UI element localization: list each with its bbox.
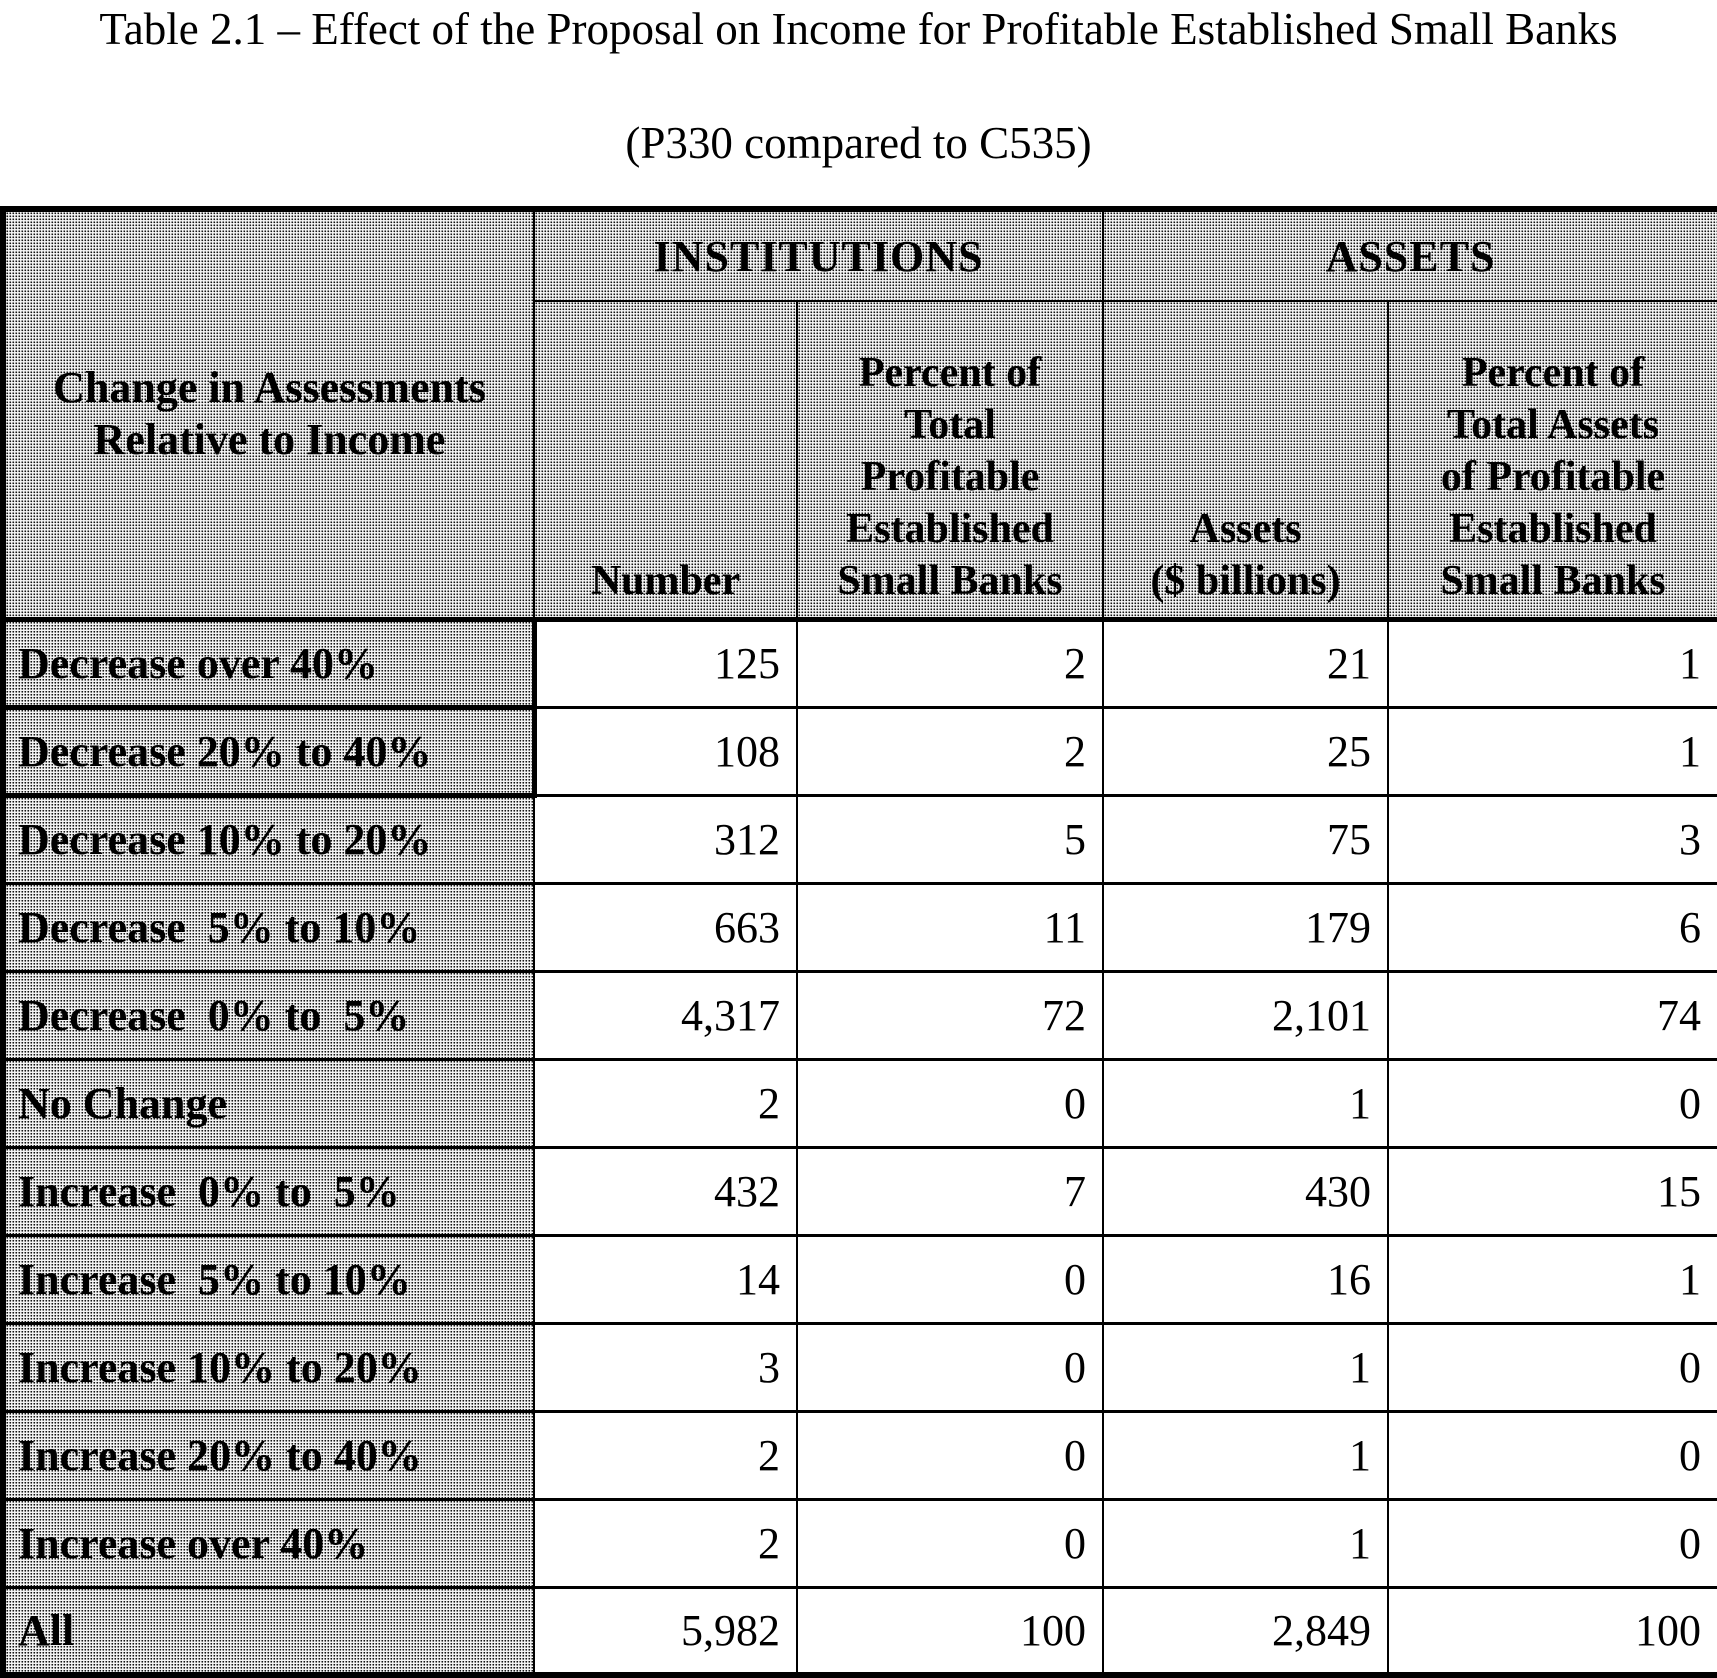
cell-percent-institutions: 0 bbox=[796, 1497, 1104, 1589]
page-title: Table 2.1 – Effect of the Proposal on In… bbox=[99, 4, 1618, 54]
cell-number: 3 bbox=[533, 1321, 798, 1413]
cell-assets: 1 bbox=[1102, 1057, 1389, 1149]
cell-assets: 25 bbox=[1102, 705, 1389, 797]
page-subtitle: (P330 compared to C535) bbox=[625, 118, 1092, 168]
cell-percent-institutions: 0 bbox=[796, 1057, 1104, 1149]
row-label: Decrease 0% to 5% bbox=[2, 969, 535, 1061]
cell-number: 663 bbox=[533, 881, 798, 973]
table-row: Decrease 5% to 10% 663 11 179 6 bbox=[2, 881, 1717, 973]
assessment-effects-table: Change in Assessments Relative to Income… bbox=[0, 206, 1717, 1678]
row-label: All bbox=[2, 1585, 535, 1677]
cell-percent-institutions: 72 bbox=[796, 969, 1104, 1061]
table-row: No Change 2 0 1 0 bbox=[2, 1057, 1717, 1149]
group-header-institutions: INSTITUTIONS bbox=[533, 208, 1104, 302]
cell-assets: 179 bbox=[1102, 881, 1389, 973]
cell-number: 125 bbox=[533, 617, 798, 709]
table-row: Decrease 0% to 5% 4,317 72 2,101 74 bbox=[2, 969, 1717, 1061]
column-header-assets-billions: Assets ($ billions) bbox=[1102, 300, 1389, 622]
cell-number: 5,982 bbox=[533, 1585, 798, 1677]
cell-percent-assets: 1 bbox=[1386, 617, 1717, 709]
cell-number: 4,317 bbox=[533, 969, 798, 1061]
cell-percent-assets: 1 bbox=[1386, 705, 1717, 797]
cell-percent-institutions: 100 bbox=[796, 1585, 1104, 1677]
column-header-number: Number bbox=[533, 300, 798, 622]
table-row: All 5,982 100 2,849 100 bbox=[2, 1585, 1717, 1677]
cell-assets: 75 bbox=[1102, 793, 1389, 885]
table-row: Decrease 10% to 20% 312 5 75 3 bbox=[2, 793, 1717, 885]
column-header-percent-assets: Percent of Total Assets of Profitable Es… bbox=[1386, 300, 1717, 622]
cell-number: 2 bbox=[533, 1409, 798, 1501]
cell-number: 2 bbox=[533, 1497, 798, 1589]
cell-assets: 2,849 bbox=[1102, 1585, 1389, 1677]
row-label: No Change bbox=[2, 1057, 535, 1149]
cell-percent-institutions: 2 bbox=[796, 705, 1104, 797]
cell-number: 108 bbox=[533, 705, 798, 797]
row-label: Increase over 40% bbox=[2, 1497, 535, 1589]
row-label: Decrease 10% to 20% bbox=[2, 793, 535, 885]
cell-percent-institutions: 7 bbox=[796, 1145, 1104, 1237]
cell-percent-assets: 1 bbox=[1386, 1233, 1717, 1325]
cell-assets: 430 bbox=[1102, 1145, 1389, 1237]
row-label: Increase 20% to 40% bbox=[2, 1409, 535, 1501]
cell-percent-assets: 0 bbox=[1386, 1409, 1717, 1501]
cell-percent-institutions: 5 bbox=[796, 793, 1104, 885]
cell-number: 14 bbox=[533, 1233, 798, 1325]
row-label: Increase 0% to 5% bbox=[2, 1145, 535, 1237]
row-label: Decrease 20% to 40% bbox=[0, 704, 537, 798]
cell-assets: 16 bbox=[1102, 1233, 1389, 1325]
row-label: Increase 5% to 10% bbox=[2, 1233, 535, 1325]
cell-percent-assets: 100 bbox=[1386, 1585, 1717, 1677]
group-header-assets: ASSETS bbox=[1101, 208, 1717, 302]
table-row: Decrease over 40% 125 2 21 1 bbox=[0, 616, 1717, 710]
cell-assets: 1 bbox=[1102, 1409, 1389, 1501]
corner-header-change-in-assessments: Change in Assessments Relative to Income bbox=[2, 208, 535, 622]
table-group-header-row: Change in Assessments Relative to Income… bbox=[2, 208, 1717, 622]
cell-percent-institutions: 2 bbox=[796, 617, 1104, 709]
table-row: Decrease 20% to 40% 108 2 25 1 bbox=[0, 704, 1717, 798]
cell-assets: 2,101 bbox=[1102, 969, 1389, 1061]
table-row: Increase over 40% 2 0 1 0 bbox=[2, 1497, 1717, 1589]
table-row: Increase 5% to 10% 14 0 16 1 bbox=[2, 1233, 1717, 1325]
cell-percent-institutions: 0 bbox=[796, 1321, 1104, 1413]
row-label: Decrease over 40% bbox=[0, 616, 537, 710]
cell-assets: 1 bbox=[1102, 1497, 1389, 1589]
cell-assets: 21 bbox=[1102, 617, 1389, 709]
cell-percent-institutions: 0 bbox=[796, 1233, 1104, 1325]
cell-percent-assets: 0 bbox=[1386, 1497, 1717, 1589]
table-row: Increase 20% to 40% 2 0 1 0 bbox=[2, 1409, 1717, 1501]
cell-percent-assets: 6 bbox=[1386, 881, 1717, 973]
cell-number: 2 bbox=[533, 1057, 798, 1149]
table-row: Increase 10% to 20% 3 0 1 0 bbox=[2, 1321, 1717, 1413]
cell-percent-assets: 15 bbox=[1386, 1145, 1717, 1237]
cell-number: 312 bbox=[533, 793, 798, 885]
column-header-percent-institutions: Percent of Total Profitable Established … bbox=[796, 300, 1104, 622]
cell-percent-assets: 3 bbox=[1386, 793, 1717, 885]
cell-percent-institutions: 11 bbox=[796, 881, 1104, 973]
row-label: Decrease 5% to 10% bbox=[2, 881, 535, 973]
cell-percent-assets: 0 bbox=[1386, 1057, 1717, 1149]
table-row: Increase 0% to 5% 432 7 430 15 bbox=[2, 1145, 1717, 1237]
cell-percent-institutions: 0 bbox=[796, 1409, 1104, 1501]
cell-percent-assets: 0 bbox=[1386, 1321, 1717, 1413]
cell-assets: 1 bbox=[1102, 1321, 1389, 1413]
row-label: Increase 10% to 20% bbox=[2, 1321, 535, 1413]
cell-number: 432 bbox=[533, 1145, 798, 1237]
cell-percent-assets: 74 bbox=[1386, 969, 1717, 1061]
table-subheader-row: Number Percent of Total Profitable Estab… bbox=[3, 300, 1717, 622]
